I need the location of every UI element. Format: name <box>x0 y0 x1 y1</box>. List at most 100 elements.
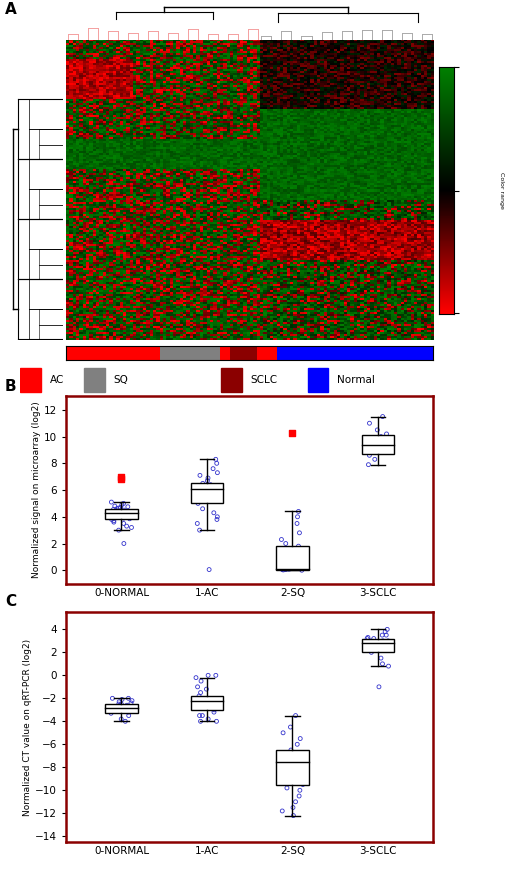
Point <box>377 651 385 666</box>
Point <box>296 732 304 746</box>
Point <box>196 523 204 537</box>
Point <box>213 510 222 524</box>
Point <box>370 435 378 449</box>
Point <box>384 659 392 674</box>
Y-axis label: Normalized signal on microarray (log2): Normalized signal on microarray (log2) <box>32 402 41 578</box>
Text: A: A <box>5 2 17 17</box>
Point <box>128 693 136 707</box>
Bar <box>105 704 138 714</box>
Point <box>107 512 116 527</box>
Point <box>197 674 205 688</box>
Point <box>113 503 121 518</box>
Point <box>295 550 303 564</box>
Point <box>277 533 285 547</box>
Point <box>193 481 201 495</box>
Point <box>295 539 303 553</box>
Point <box>287 774 296 789</box>
Point <box>379 410 387 424</box>
Point <box>286 720 295 734</box>
Point <box>375 680 383 694</box>
Point <box>212 668 220 683</box>
Point <box>367 645 375 659</box>
Text: Normal: Normal <box>338 375 375 385</box>
Point <box>377 443 385 457</box>
Text: C: C <box>5 594 16 609</box>
Point <box>111 507 119 521</box>
Point <box>371 453 379 467</box>
Point <box>289 556 298 570</box>
Point <box>192 671 200 685</box>
Point <box>203 485 211 499</box>
Point <box>125 508 133 522</box>
Point <box>284 562 293 576</box>
Point <box>283 561 292 576</box>
Point <box>379 634 387 648</box>
Point <box>124 705 132 719</box>
Point <box>195 486 203 501</box>
Point <box>115 501 123 515</box>
Point <box>204 668 212 683</box>
Point <box>124 691 132 706</box>
Point <box>280 553 288 568</box>
Point <box>279 563 287 577</box>
Point <box>363 632 371 646</box>
Point <box>124 500 132 514</box>
Point <box>384 634 392 648</box>
Point <box>210 703 219 717</box>
Point <box>289 808 298 822</box>
Point <box>111 499 119 513</box>
Y-axis label: Normalized CT value on qRT-PCR (log2): Normalized CT value on qRT-PCR (log2) <box>23 639 32 815</box>
Point <box>196 708 204 723</box>
Text: SQ: SQ <box>114 375 129 385</box>
Point <box>204 712 212 726</box>
Bar <box>191 483 223 503</box>
Point <box>119 704 127 718</box>
Point <box>198 479 206 494</box>
Point <box>283 781 291 795</box>
Point <box>212 456 221 470</box>
Point <box>202 682 210 696</box>
Point <box>210 705 218 719</box>
Point <box>293 517 301 531</box>
Point <box>202 490 210 504</box>
Point <box>298 563 306 577</box>
Point <box>289 769 298 783</box>
Point <box>288 426 297 440</box>
Point <box>379 432 387 446</box>
Point <box>286 561 294 576</box>
Point <box>279 725 287 740</box>
Point <box>213 465 222 479</box>
Point <box>117 712 125 726</box>
Point <box>106 700 115 715</box>
Point <box>212 453 220 467</box>
Text: Color range: Color range <box>499 172 504 209</box>
Bar <box>191 696 223 710</box>
Point <box>370 437 378 451</box>
Point <box>123 698 131 712</box>
Point <box>287 743 295 757</box>
Point <box>283 772 291 786</box>
Point <box>296 561 304 576</box>
Point <box>107 707 115 721</box>
Point <box>209 462 217 476</box>
Point <box>193 517 201 531</box>
Point <box>206 478 214 492</box>
Point <box>123 519 131 533</box>
Point <box>196 469 204 483</box>
Bar <box>308 367 329 392</box>
Point <box>206 697 214 711</box>
Point <box>115 523 123 537</box>
Point <box>296 783 304 797</box>
Point <box>373 423 381 437</box>
Point <box>381 625 389 639</box>
Point <box>110 515 118 529</box>
Point <box>127 520 135 535</box>
Point <box>203 474 211 488</box>
Point <box>107 495 116 510</box>
Point <box>213 512 221 527</box>
Point <box>373 636 381 650</box>
Point <box>378 657 386 671</box>
Point <box>370 440 378 454</box>
Point <box>283 560 292 574</box>
Point <box>118 692 126 707</box>
